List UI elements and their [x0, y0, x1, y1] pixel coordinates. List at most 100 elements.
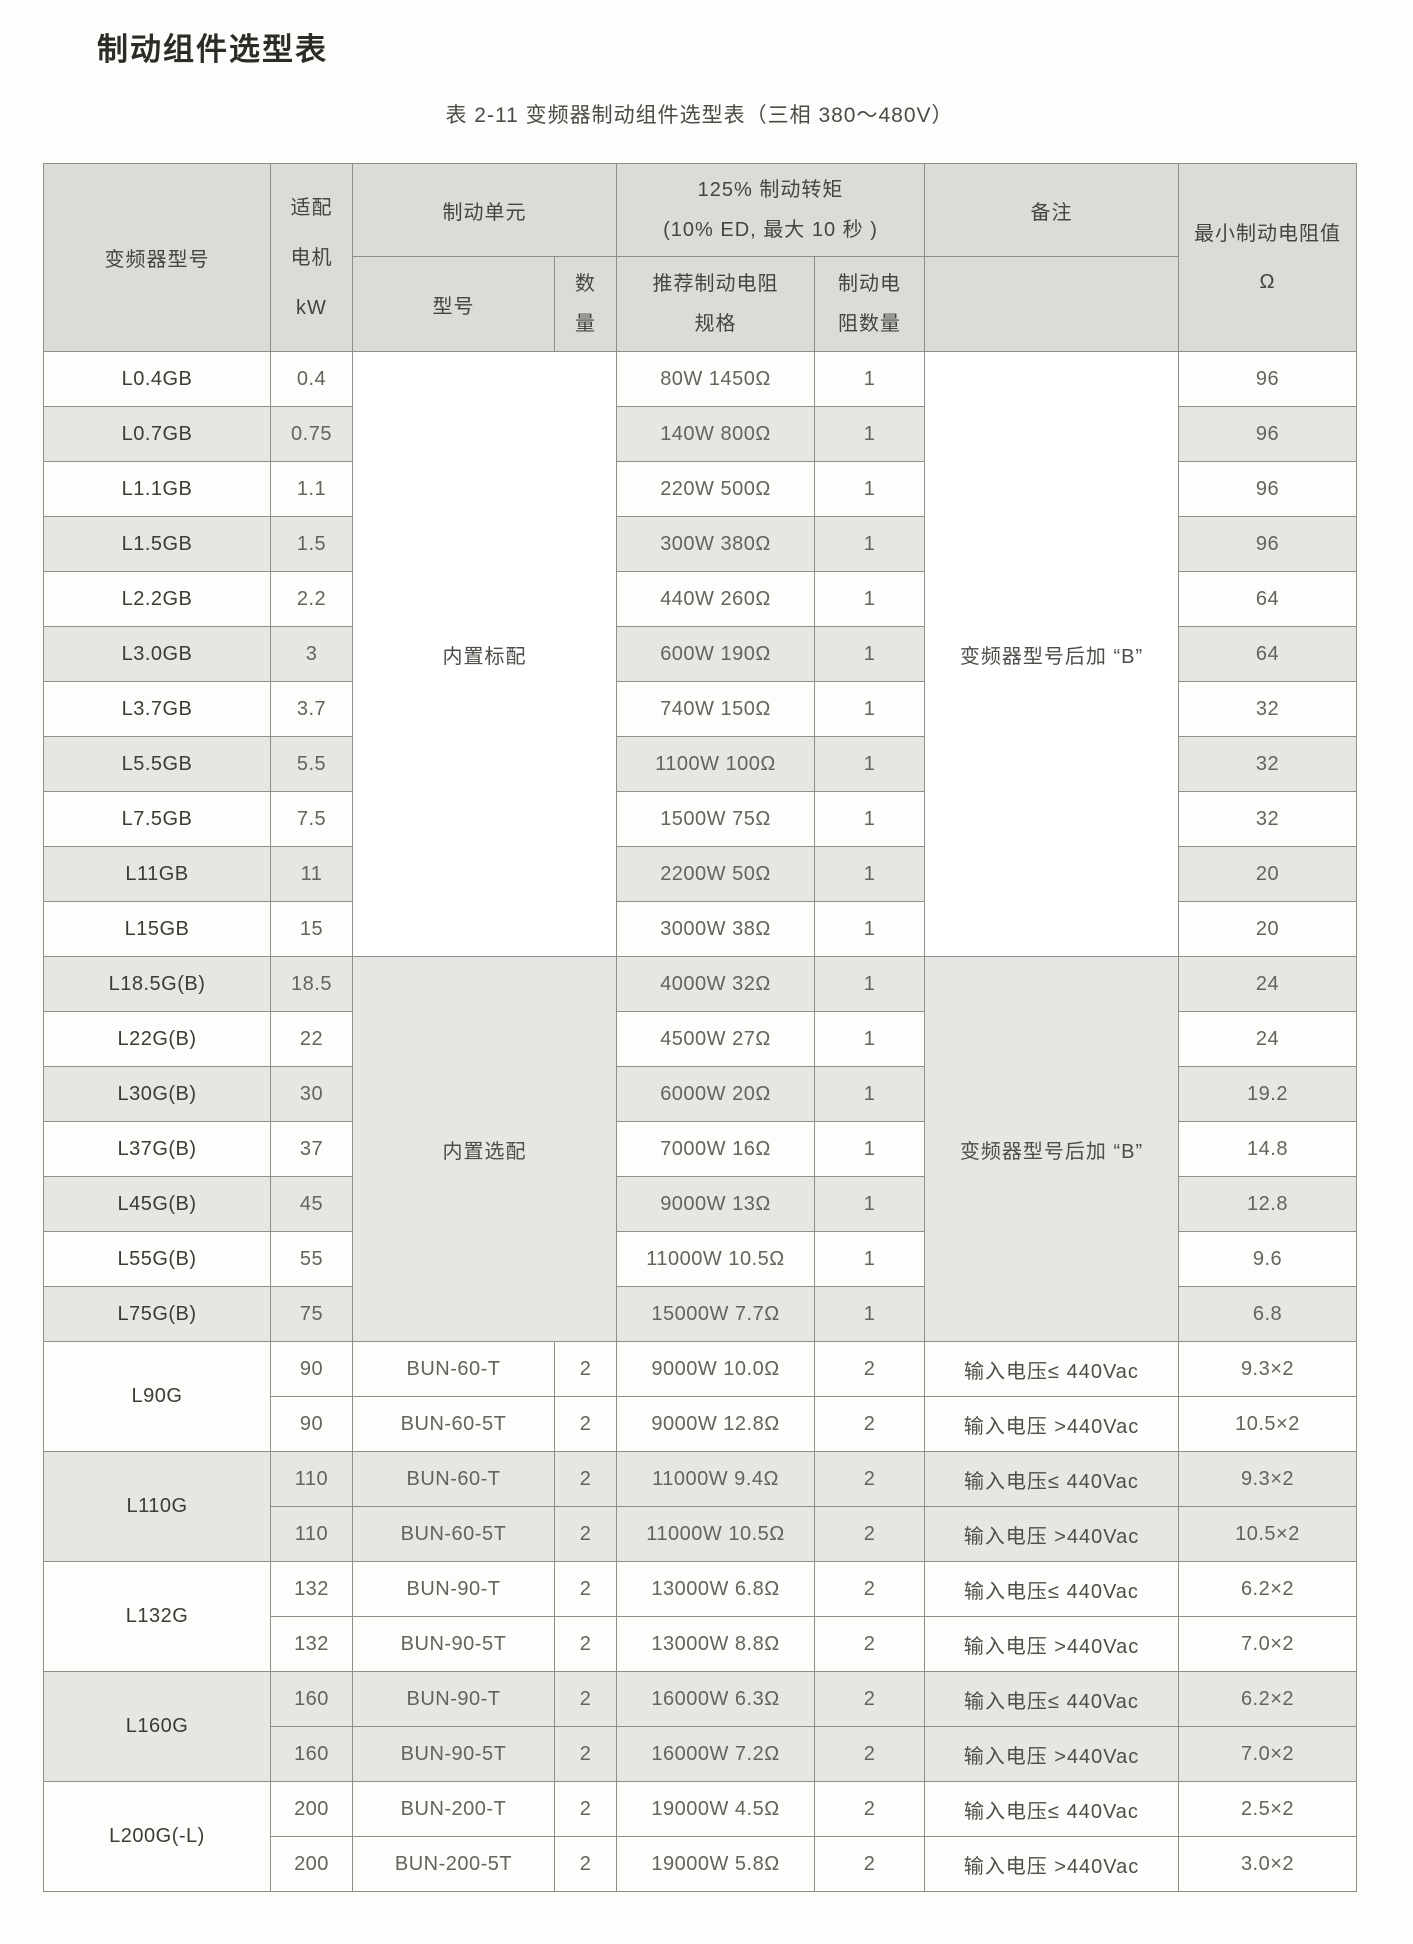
- resistor-qty-cell: 1: [814, 1286, 925, 1342]
- inverter-model-cell: L15GB: [43, 901, 271, 957]
- unit-qty-cell: 2: [554, 1781, 617, 1837]
- inverter-model-cell: L0.4GB: [43, 351, 271, 407]
- motor-kw-cell: 200: [270, 1836, 353, 1892]
- braking-unit-merged-cell: 内置标配: [352, 351, 617, 957]
- resistor-spec-cell: 1100W 100Ω: [616, 736, 815, 792]
- remark-merged-cell: 变频器型号后加 “B”: [924, 956, 1179, 1342]
- resistor-qty-cell: 1: [814, 516, 925, 572]
- motor-kw-cell: 1.5: [270, 516, 353, 572]
- table-row: L30G(B) 30 6000W 20Ω 1 19.2: [43, 1066, 1357, 1122]
- resistor-spec-cell: 16000W 7.2Ω: [616, 1726, 815, 1782]
- table-row: L132G 132 BUN-90-T 2 13000W 6.8Ω 2 输入电压≤ 440Va…: [43, 1561, 1357, 1672]
- min-resistance-cell: 96: [1178, 406, 1357, 462]
- min-resistance-cell: 24: [1178, 1011, 1357, 1067]
- header-inverter-model: 变频器型号: [43, 163, 271, 352]
- unit-model-cell: BUN-60-5T: [352, 1506, 555, 1562]
- resistor-spec-cell: 600W 190Ω: [616, 626, 815, 682]
- motor-kw-cell: 18.5: [270, 956, 353, 1012]
- resistor-qty-cell: 1: [814, 626, 925, 682]
- unit-model-cell: BUN-60-T: [352, 1341, 555, 1397]
- motor-kw-cell: 90: [270, 1396, 353, 1452]
- min-resistance-cell: 7.0×2: [1178, 1616, 1357, 1672]
- min-resistance-cell: 12.8: [1178, 1176, 1357, 1232]
- unit-model-cell: BUN-90-5T: [352, 1616, 555, 1672]
- header-unit-qty: 数 量: [554, 256, 617, 352]
- resistor-qty-cell: 1: [814, 681, 925, 737]
- resistor-qty-cell: 2: [814, 1671, 925, 1727]
- table-row: L5.5GB 5.5 1100W 100Ω 1 32: [43, 736, 1357, 792]
- resistor-qty-cell: 1: [814, 736, 925, 792]
- table-row: L2.2GB 2.2 440W 260Ω 1 64: [43, 571, 1357, 627]
- unit-model-cell: BUN-90-5T: [352, 1726, 555, 1782]
- remark-cell: 输入电压 >440Vac: [924, 1396, 1179, 1452]
- inverter-model-cell: L1.1GB: [43, 461, 271, 517]
- resistor-qty-cell: 2: [814, 1781, 925, 1837]
- resistor-qty-cell: 2: [814, 1396, 925, 1452]
- inverter-model-cell: L3.7GB: [43, 681, 271, 737]
- motor-kw-cell: 200: [270, 1781, 353, 1837]
- table-caption: 表 2-11 变频器制动组件选型表（三相 380～480V）: [445, 104, 954, 127]
- resistor-spec-cell: 6000W 20Ω: [616, 1066, 815, 1122]
- header-row-2: 型号 数 量 推荐制动电阻 规格 制动电 阻数量: [44, 256, 1357, 352]
- resistor-qty-cell: 2: [814, 1561, 925, 1617]
- table-row: L90G 90 BUN-60-T 2 9000W 10.0Ω 2 输入电压≤ 440Vac 9…: [43, 1341, 1357, 1452]
- unit-qty-cell: 2: [554, 1726, 617, 1782]
- resistor-qty-cell: 1: [814, 791, 925, 847]
- table-row: L1.1GB 1.1 220W 500Ω 1 96: [43, 461, 1357, 517]
- motor-kw-cell: 37: [270, 1121, 353, 1177]
- inverter-model-cell: L30G(B): [43, 1066, 271, 1122]
- inverter-model-cell: L132G: [43, 1561, 271, 1672]
- unit-model-cell: BUN-200-T: [352, 1781, 555, 1837]
- inverter-model-cell: L11GB: [43, 846, 271, 902]
- table-row: L55G(B) 55 11000W 10.5Ω 1 9.6: [43, 1231, 1357, 1287]
- table-row: 110 BUN-60-5T 2 11000W 10.5Ω 2 输入电压 >440Vac 10…: [44, 1506, 1357, 1562]
- header-braking-unit: 制动单元: [352, 163, 617, 257]
- resistor-qty-cell: 1: [814, 571, 925, 627]
- motor-kw-cell: 55: [270, 1231, 353, 1287]
- resistor-spec-cell: 11000W 10.5Ω: [616, 1231, 815, 1287]
- resistor-qty-cell: 1: [814, 461, 925, 517]
- inverter-model-cell: L18.5G(B): [43, 956, 271, 1012]
- remark-cell: 输入电压 >440Vac: [924, 1726, 1179, 1782]
- motor-kw-cell: 3: [270, 626, 353, 682]
- resistor-qty-cell: 1: [814, 1121, 925, 1177]
- min-resistance-cell: 96: [1178, 351, 1357, 407]
- header-remark-empty: [924, 256, 1179, 352]
- motor-kw-cell: 2.2: [270, 571, 353, 627]
- min-resistance-cell: 96: [1178, 516, 1357, 572]
- resistor-spec-cell: 740W 150Ω: [616, 681, 815, 737]
- min-resistance-cell: 64: [1178, 571, 1357, 627]
- remark-cell: 输入电压≤ 440Vac: [924, 1451, 1179, 1507]
- table-row: L3.0GB 3 600W 190Ω 1 64: [43, 626, 1357, 682]
- resistor-qty-cell: 1: [814, 1011, 925, 1067]
- page-title: 制动组件选型表: [97, 32, 328, 67]
- remark-cell: 输入电压≤ 440Vac: [924, 1561, 1179, 1617]
- min-resistance-cell: 20: [1178, 901, 1357, 957]
- inverter-model-cell: L5.5GB: [43, 736, 271, 792]
- table-row: 90 BUN-60-5T 2 9000W 12.8Ω 2 输入电压 >440Vac 10.5…: [44, 1396, 1357, 1452]
- resistor-spec-cell: 13000W 6.8Ω: [616, 1561, 815, 1617]
- inverter-model-cell: L1.5GB: [43, 516, 271, 572]
- header-braking-torque: 125% 制动转矩 (10% ED, 最大 10 秒 ): [616, 163, 925, 257]
- table-row: L15GB 15 3000W 38Ω 1 20: [43, 901, 1357, 957]
- inverter-model-cell: L3.0GB: [43, 626, 271, 682]
- unit-model-cell: BUN-200-5T: [352, 1836, 555, 1892]
- braking-component-selection-table: 变频器型号 适配 电机 kW 制动单元 125% 制动转矩 (10% ED, 最…: [43, 163, 1357, 1892]
- unit-model-cell: BUN-90-T: [352, 1671, 555, 1727]
- resistor-spec-cell: 4500W 27Ω: [616, 1011, 815, 1067]
- min-resistance-cell: 64: [1178, 626, 1357, 682]
- resistor-qty-cell: 1: [814, 956, 925, 1012]
- min-resistance-cell: 20: [1178, 846, 1357, 902]
- motor-kw-cell: 5.5: [270, 736, 353, 792]
- remark-cell: 输入电压 >440Vac: [924, 1836, 1179, 1892]
- table-row: 200 BUN-200-5T 2 19000W 5.8Ω 2 输入电压 >440Vac 3.…: [44, 1836, 1357, 1892]
- min-resistance-cell: 32: [1178, 791, 1357, 847]
- unit-qty-cell: 2: [554, 1341, 617, 1397]
- inverter-model-cell: L0.7GB: [43, 406, 271, 462]
- resistor-spec-cell: 80W 1450Ω: [616, 351, 815, 407]
- resistor-qty-cell: 1: [814, 846, 925, 902]
- table-row: L22G(B) 22 4500W 27Ω 1 24: [43, 1011, 1357, 1067]
- resistor-spec-cell: 11000W 10.5Ω: [616, 1506, 815, 1562]
- motor-kw-cell: 0.75: [270, 406, 353, 462]
- resistor-qty-cell: 2: [814, 1726, 925, 1782]
